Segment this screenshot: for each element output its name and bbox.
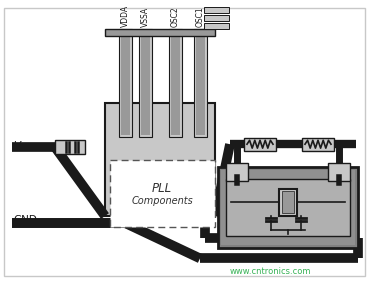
Bar [121, 31, 130, 135]
Bar [171, 31, 180, 135]
Text: OSC1: OSC1 [196, 7, 204, 27]
Text: OSC2: OSC2 [170, 7, 179, 27]
Bar [282, 191, 294, 213]
Bar [110, 160, 215, 227]
Bar [105, 29, 215, 36]
Text: GND: GND [13, 215, 37, 225]
Bar [226, 179, 350, 236]
Bar [105, 103, 215, 216]
Bar [302, 138, 334, 151]
Bar [194, 29, 207, 137]
Text: PLL: PLL [152, 182, 172, 195]
Text: VDDA: VDDA [121, 5, 130, 27]
Bar [279, 189, 297, 216]
Bar [119, 29, 132, 137]
Bar [218, 167, 358, 248]
Text: www.cntronics.com: www.cntronics.com [229, 267, 311, 276]
Bar [139, 29, 152, 137]
Bar [328, 163, 350, 181]
Text: $V_{DD}$: $V_{DD}$ [13, 139, 33, 153]
Bar [169, 29, 182, 137]
Bar [221, 170, 355, 245]
Bar [204, 7, 229, 13]
Bar [55, 140, 85, 154]
Bar [141, 31, 150, 135]
Text: Components: Components [131, 196, 193, 206]
Bar [226, 163, 248, 181]
Bar [204, 15, 229, 21]
Bar [204, 23, 229, 29]
Bar [196, 31, 205, 135]
Text: VSSA: VSSA [141, 7, 149, 27]
Bar [244, 138, 276, 151]
